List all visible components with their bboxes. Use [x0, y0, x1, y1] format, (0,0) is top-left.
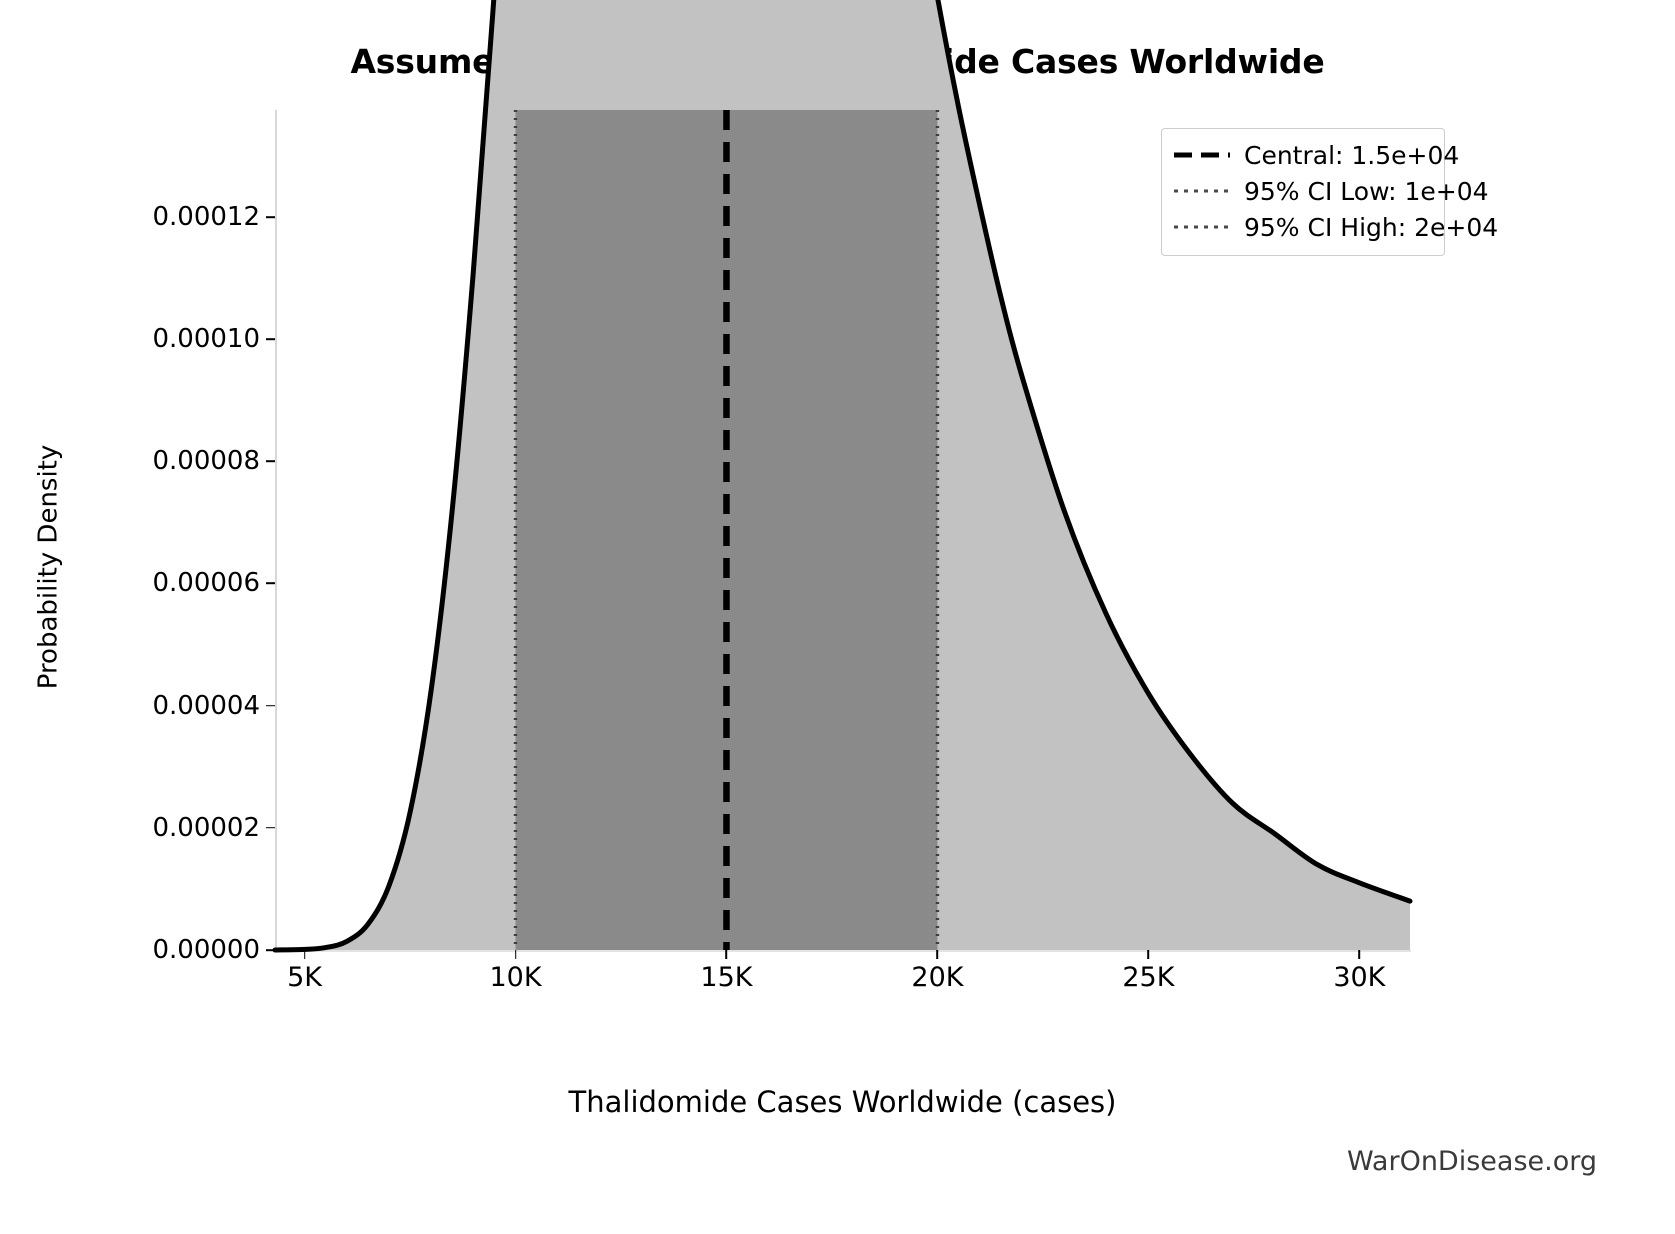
x-tick-label: 25K — [1122, 962, 1175, 993]
dotted-line-icon — [1174, 182, 1230, 200]
legend-label-ci-low: 95% CI Low: 1e+04 — [1244, 176, 1489, 206]
distribution-plot — [272, 0, 1413, 953]
legend-item-ci-low: 95% CI Low: 1e+04 — [1174, 173, 1489, 209]
x-tick-label: 20K — [911, 962, 964, 993]
legend-label-central: Central: 1.5e+04 — [1244, 140, 1460, 170]
x-tick-mark — [936, 950, 939, 959]
y-tick-label: 0.00006 — [152, 568, 260, 599]
y-tick-mark — [266, 582, 275, 585]
y-axis-label-text: Probability Density — [33, 444, 63, 690]
x-tick-label: 5K — [287, 962, 322, 993]
legend-label-ci-high: 95% CI High: 2e+04 — [1244, 212, 1499, 242]
chart-legend: Central: 1.5e+04 95% CI Low: 1e+04 95% C… — [1161, 128, 1498, 256]
x-tick-mark — [725, 950, 728, 959]
dashed-line-icon — [1174, 146, 1230, 164]
x-tick-label: 10K — [489, 962, 542, 993]
density-curve — [272, 0, 1413, 953]
y-tick-mark — [266, 460, 275, 463]
y-tick-mark — [266, 704, 275, 707]
y-tick-mark — [266, 216, 275, 218]
y-tick-label: 0.00008 — [152, 446, 260, 477]
legend-item-central: Central: 1.5e+04 — [1174, 137, 1459, 173]
y-tick-mark — [266, 949, 275, 951]
x-axis-spine — [275, 950, 1411, 952]
y-tick-label: 0.00010 — [152, 324, 260, 355]
legend-item-ci-high: 95% CI High: 2e+04 — [1174, 209, 1498, 245]
watermark: WarOnDisease.org — [1346, 1146, 1597, 1177]
x-axis-label: Thalidomide Cases Worldwide (cases) — [568, 1085, 1117, 1119]
y-tick-label: 0.00012 — [152, 201, 260, 232]
y-tick-label: 0.00004 — [152, 690, 260, 721]
x-tick-mark — [1358, 950, 1361, 959]
plot-area — [272, 0, 1413, 953]
x-tick-mark — [514, 950, 517, 959]
y-tick-label: 0.00000 — [152, 935, 260, 965]
y-tick-mark — [266, 338, 275, 340]
x-tick-mark — [1147, 950, 1150, 959]
y-tick-mark — [266, 827, 275, 829]
x-tick-label: 15K — [700, 962, 753, 993]
y-axis-spine — [275, 110, 277, 951]
x-tick-mark — [303, 950, 306, 959]
x-tick-label: 30K — [1333, 962, 1386, 993]
y-tick-label: 0.00002 — [152, 812, 260, 843]
dotted-line-icon — [1174, 218, 1230, 236]
y-axis-label: Probability Density — [0, 0, 108, 1234]
